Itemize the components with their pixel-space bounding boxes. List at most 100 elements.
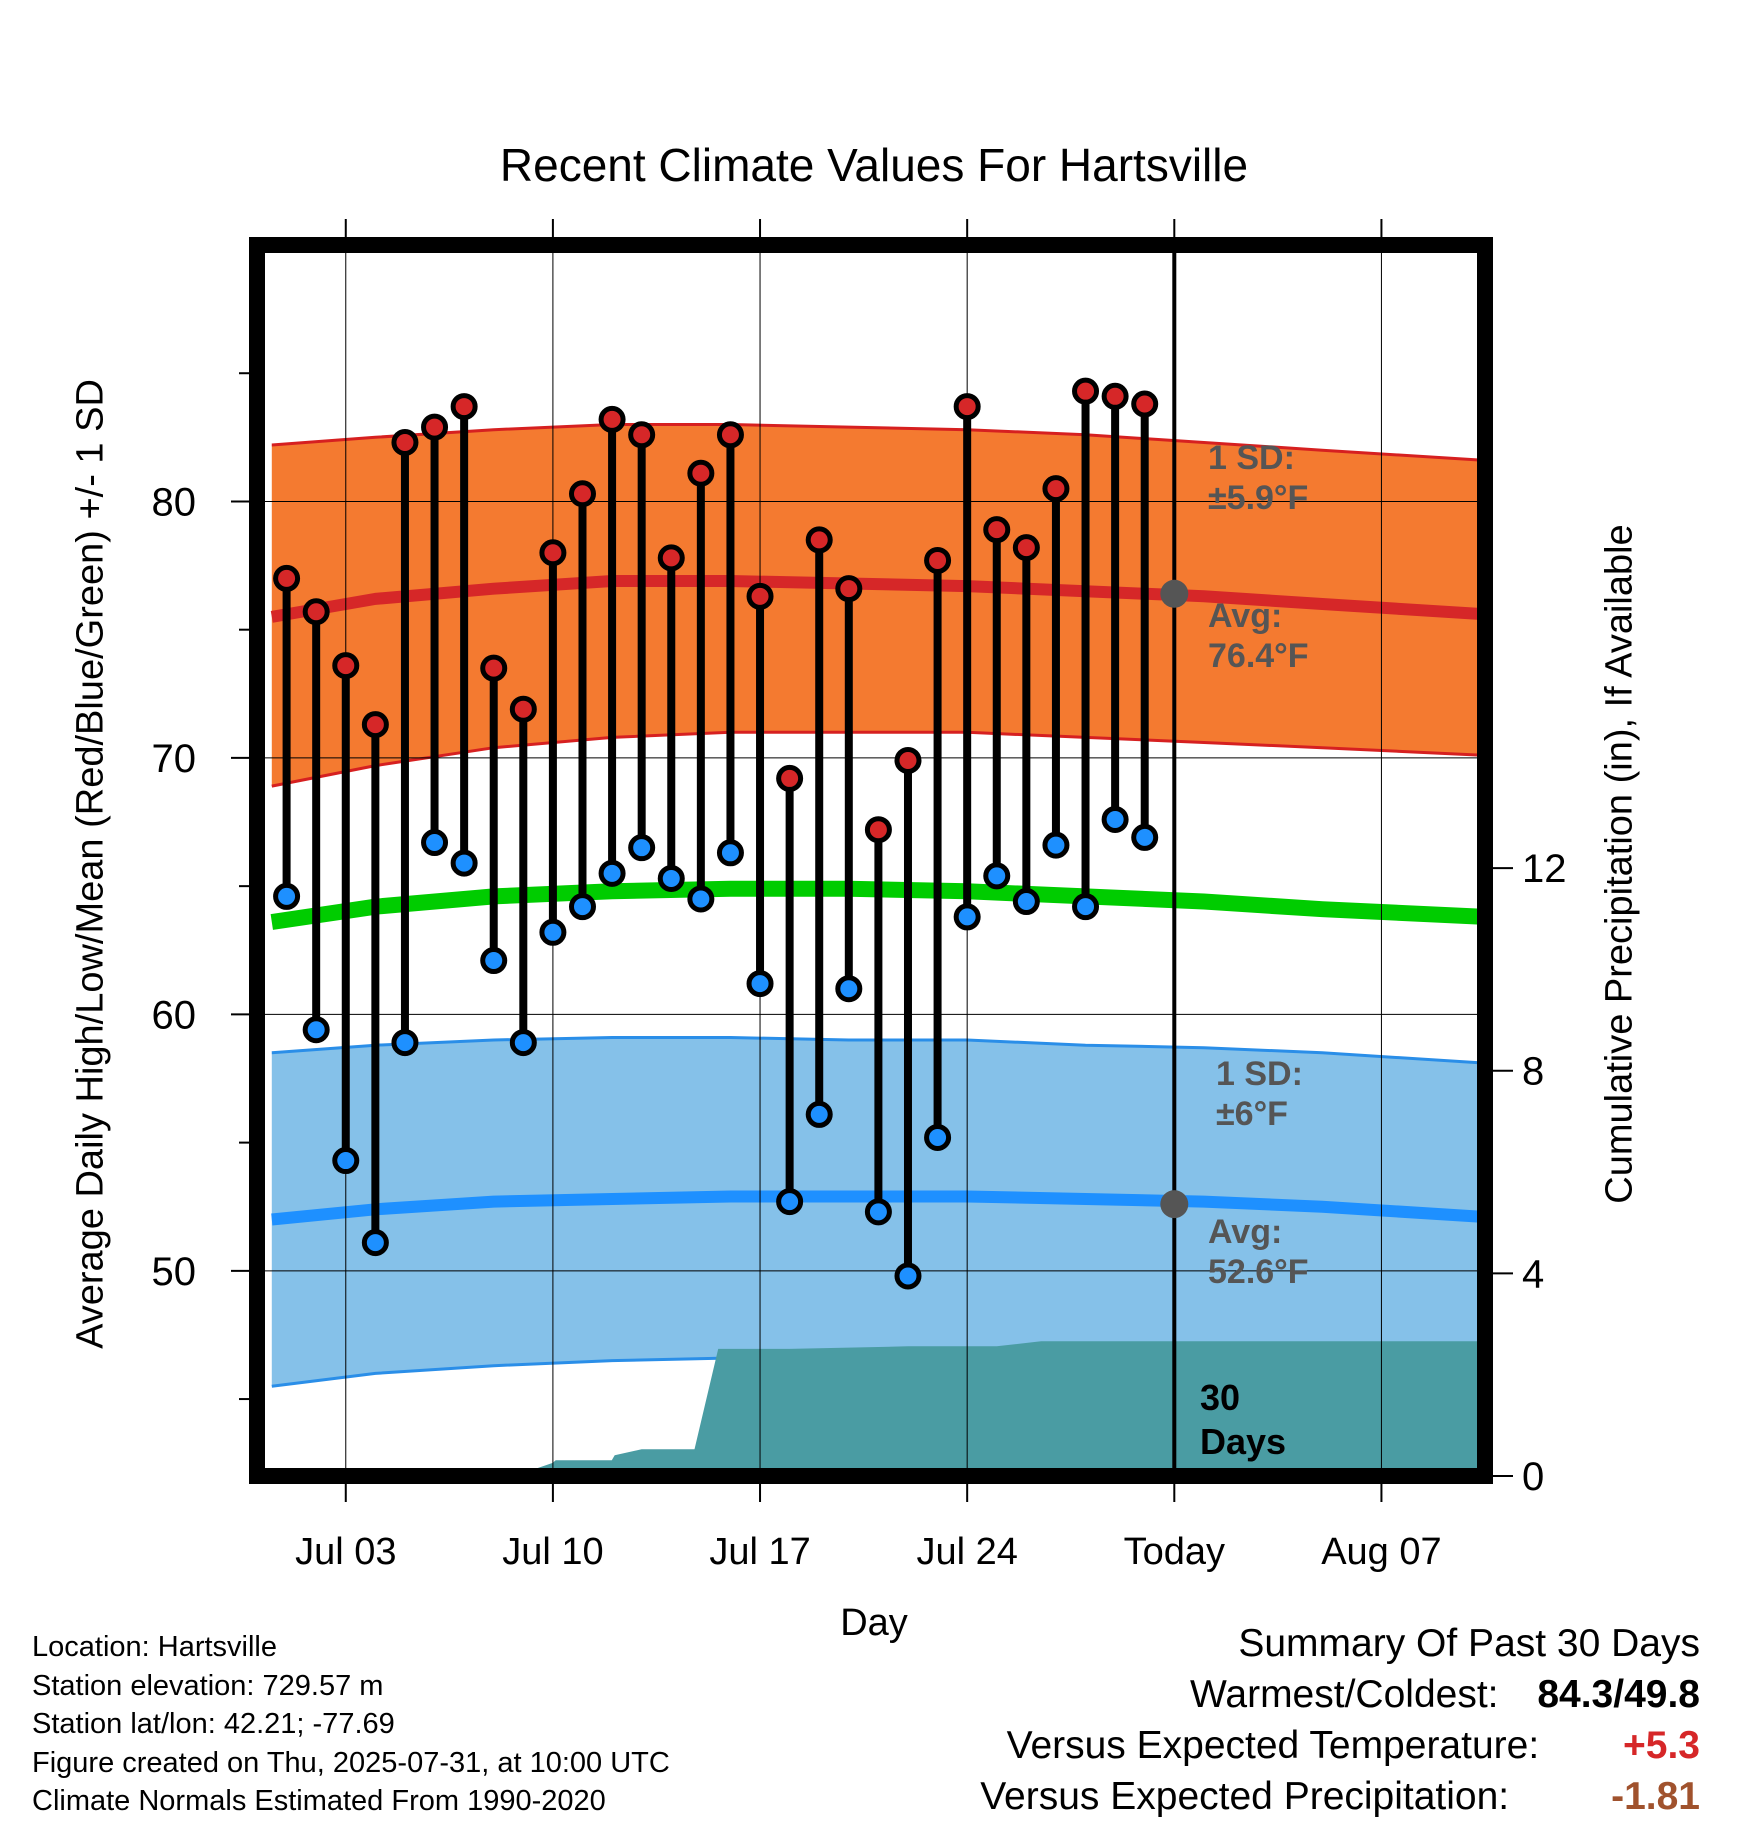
daily-high-point bbox=[421, 413, 449, 441]
high-avg-value: 76.4°F bbox=[1208, 637, 1309, 675]
daily-low-point bbox=[450, 849, 478, 877]
daily-low-point bbox=[539, 918, 567, 946]
daily-high-point bbox=[983, 516, 1011, 544]
summary-heading: Summary Of Past 30 Days bbox=[1238, 1622, 1700, 1665]
low-sd-label: 1 SD: bbox=[1216, 1055, 1303, 1093]
days-word: Days bbox=[1200, 1421, 1287, 1462]
high-sd-band bbox=[271, 424, 1485, 787]
x-tick-label: Jul 10 bbox=[502, 1531, 603, 1573]
daily-high-point bbox=[480, 654, 508, 682]
high-sd-upper-edge bbox=[271, 423, 1486, 462]
daily-high-point bbox=[746, 582, 774, 610]
daily-high-point bbox=[450, 393, 478, 421]
low-sd-upper-edge bbox=[271, 1036, 1486, 1065]
observed-values bbox=[273, 377, 1189, 1290]
daily-low-point bbox=[835, 975, 863, 1003]
y-axis-right-label: Cumulative Precipitation (in), If Availa… bbox=[1598, 524, 1641, 1204]
summary-precip-label: Versus Expected Precipitation: bbox=[980, 1775, 1510, 1818]
plot-border bbox=[249, 237, 1493, 1484]
summary-precip-value: -1.81 bbox=[1611, 1775, 1700, 1818]
daily-high-point bbox=[776, 764, 804, 792]
daily-high-point bbox=[539, 539, 567, 567]
axis-ticks: 50 60 70 80 0 4 8 12 Jul 03 Jul 10 Jul 17 Jul 24 Tod… bbox=[152, 219, 1567, 1573]
low-avg-line bbox=[271, 1190, 1486, 1226]
daily-high-point bbox=[953, 393, 981, 421]
daily-high-point bbox=[687, 459, 715, 487]
daily-low-point bbox=[776, 1188, 804, 1216]
daily-low-point bbox=[687, 885, 715, 913]
info-latlon: Station lat/lon: 42.21; -77.69 bbox=[32, 1708, 395, 1740]
summary-warmest-label: Warmest/Coldest: bbox=[1190, 1673, 1499, 1716]
daily-low-point bbox=[953, 903, 981, 931]
x-axis-label: Day bbox=[840, 1602, 908, 1644]
daily-low-point bbox=[598, 859, 626, 887]
x-tick-label: Today bbox=[1124, 1531, 1225, 1573]
daily-low-point bbox=[1012, 888, 1040, 916]
info-normals: Climate Normals Estimated From 1990-2020 bbox=[32, 1785, 606, 1817]
today-high-avg-dot bbox=[1160, 579, 1189, 608]
x-tick-label: Aug 07 bbox=[1321, 1531, 1441, 1573]
low-sd-annotation: 1 SD: ±6°F bbox=[1216, 1054, 1303, 1134]
daily-low-point bbox=[421, 829, 449, 857]
daily-high-point bbox=[598, 405, 626, 433]
today-low-avg-dot bbox=[1160, 1190, 1189, 1219]
info-created: Figure created on Thu, 2025-07-31, at 10… bbox=[32, 1746, 670, 1779]
y-left-tick-label: 80 bbox=[152, 480, 197, 524]
daily-high-point bbox=[302, 598, 330, 626]
high-sd-value: ±5.9°F bbox=[1208, 479, 1309, 517]
summary-precip-row: Versus Expected Precipitation: -1.81 bbox=[980, 1771, 1700, 1822]
daily-low-point bbox=[480, 947, 508, 975]
daily-high-point bbox=[1101, 382, 1129, 410]
low-avg-annotation: Avg: 52.6°F bbox=[1208, 1212, 1309, 1292]
daily-low-point bbox=[894, 1262, 922, 1290]
summary-warmest-row: Warmest/Coldest: 84.3/49.8 bbox=[980, 1669, 1700, 1720]
y-right-tick-label: 8 bbox=[1522, 1050, 1544, 1094]
y-right-tick-label: 4 bbox=[1522, 1252, 1544, 1296]
high-sd-label: 1 SD: bbox=[1208, 439, 1295, 477]
daily-low-point bbox=[716, 839, 744, 867]
daily-low-point bbox=[1101, 805, 1129, 833]
x-tick-label: Jul 24 bbox=[916, 1531, 1017, 1573]
daily-low-point bbox=[746, 970, 774, 998]
daily-high-point bbox=[391, 428, 419, 456]
y-left-tick-label: 50 bbox=[152, 1250, 197, 1294]
daily-high-point bbox=[657, 544, 685, 572]
summary-temp-label: Versus Expected Temperature: bbox=[1006, 1724, 1540, 1767]
y-right-tick-label: 0 bbox=[1522, 1455, 1544, 1499]
daily-high-point bbox=[1131, 390, 1159, 418]
daily-low-point bbox=[864, 1198, 892, 1226]
daily-high-point bbox=[924, 546, 952, 574]
daily-high-point bbox=[1012, 534, 1040, 562]
daily-low-point bbox=[657, 864, 685, 892]
daily-low-point bbox=[568, 893, 596, 921]
daily-low-point bbox=[1131, 823, 1159, 851]
daily-high-point bbox=[361, 711, 389, 739]
daily-high-point bbox=[273, 564, 301, 592]
daily-high-point bbox=[509, 695, 537, 723]
x-tick-label: Jul 17 bbox=[709, 1531, 810, 1573]
daily-low-point bbox=[1072, 893, 1100, 921]
summary-warmest-value: 84.3 bbox=[1537, 1673, 1614, 1716]
daily-high-point bbox=[864, 816, 892, 844]
y-right-tick-label: 12 bbox=[1522, 847, 1567, 891]
info-location: Location: Hartsville bbox=[32, 1631, 277, 1663]
high-avg-label: Avg: bbox=[1208, 597, 1283, 635]
plot-frame bbox=[249, 237, 1493, 1484]
days-annotation: 30 Days bbox=[1200, 1376, 1286, 1464]
summary-temp-row: Versus Expected Temperature: +5.3 bbox=[980, 1720, 1700, 1771]
daily-high-point bbox=[628, 421, 656, 449]
daily-high-point bbox=[716, 421, 744, 449]
daily-low-point bbox=[805, 1100, 833, 1128]
daily-low-point bbox=[983, 862, 1011, 890]
daily-high-point bbox=[568, 480, 596, 508]
high-sd-annotation: 1 SD: ±5.9°F bbox=[1208, 438, 1308, 518]
daily-high-point bbox=[805, 526, 833, 554]
daily-high-point bbox=[1072, 377, 1100, 405]
daily-low-point bbox=[361, 1229, 389, 1257]
daily-low-point bbox=[391, 1029, 419, 1057]
summary-panel: Summary Of Past 30 Days Warmest/Coldest:… bbox=[980, 1618, 1700, 1822]
low-avg-label: Avg: bbox=[1208, 1213, 1283, 1251]
daily-low-point bbox=[273, 882, 301, 910]
chart-title: Recent Climate Values For Hartsville bbox=[499, 139, 1249, 191]
summary-coldest-value: 49.8 bbox=[1624, 1673, 1700, 1716]
